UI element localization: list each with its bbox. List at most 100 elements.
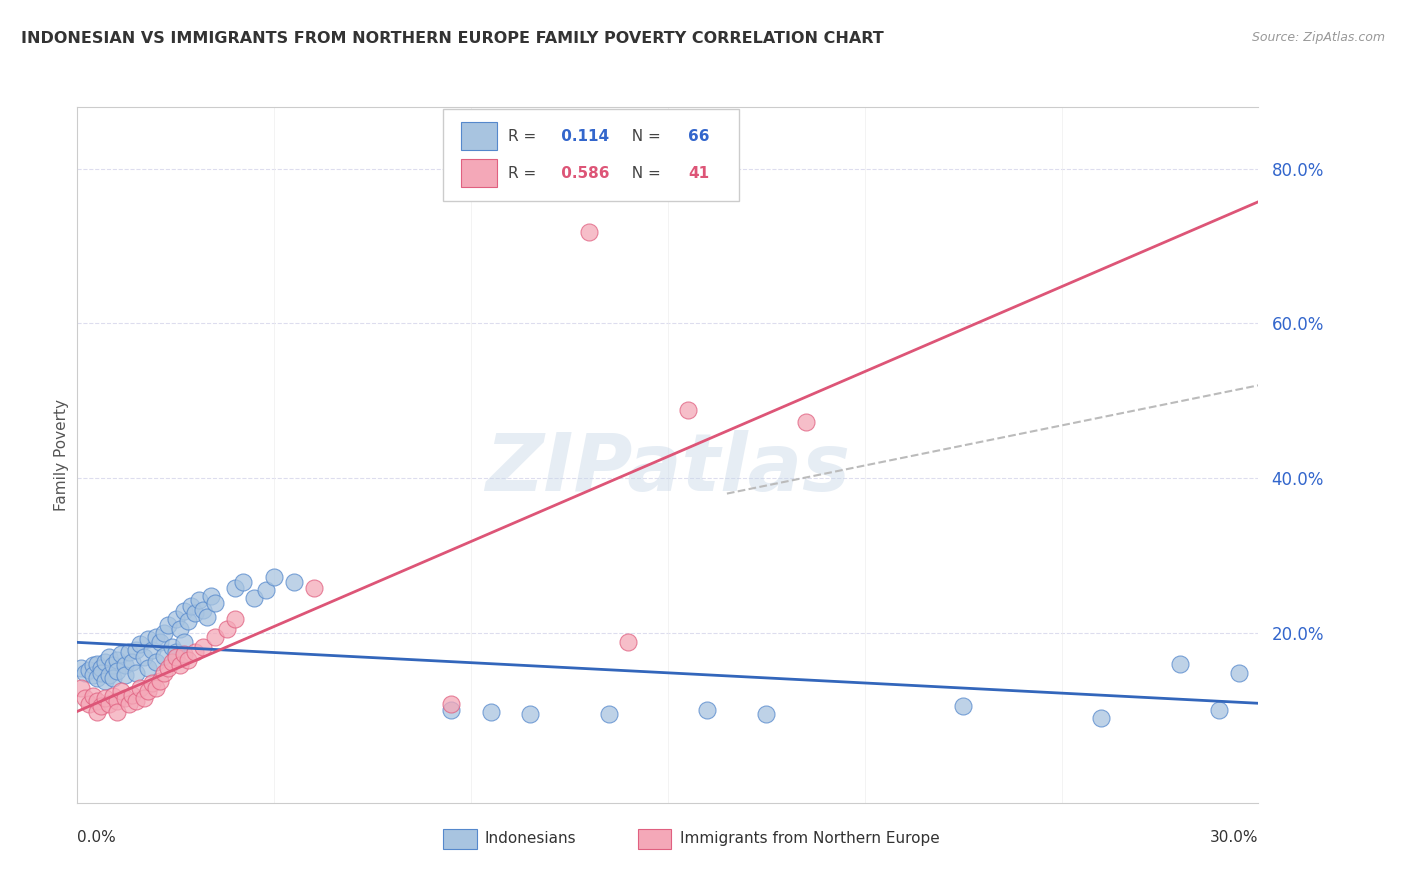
Point: [696, 703, 718, 717]
Point: [479, 705, 502, 719]
Point: [86, 694, 108, 708]
Point: [70, 660, 93, 674]
Point: [153, 625, 176, 640]
Point: [70, 681, 93, 696]
Text: R =: R =: [509, 128, 541, 144]
Point: [90, 699, 112, 714]
Point: [90, 660, 112, 674]
Point: [114, 658, 136, 673]
FancyBboxPatch shape: [461, 122, 496, 150]
Point: [156, 660, 179, 674]
Point: [101, 671, 124, 685]
Point: [176, 653, 198, 667]
Point: [215, 622, 238, 636]
Point: [97, 650, 120, 665]
Point: [224, 612, 246, 626]
Text: 30.0%: 30.0%: [1211, 830, 1258, 845]
Point: [232, 575, 254, 590]
Point: [173, 648, 195, 662]
Point: [141, 676, 163, 690]
Point: [165, 612, 187, 626]
Point: [82, 658, 104, 673]
Text: ZIPatlas: ZIPatlas: [485, 430, 851, 508]
Point: [94, 691, 117, 706]
Point: [141, 642, 163, 657]
Point: [134, 691, 156, 706]
Point: [105, 694, 128, 708]
Point: [794, 416, 817, 430]
Point: [1090, 711, 1112, 725]
Text: 41: 41: [688, 166, 709, 181]
Point: [188, 593, 211, 607]
Text: 0.0%: 0.0%: [77, 830, 117, 845]
Point: [94, 655, 117, 669]
Point: [195, 610, 218, 624]
Point: [160, 640, 183, 654]
Point: [97, 697, 120, 711]
Point: [283, 575, 305, 590]
Point: [617, 635, 640, 649]
Point: [519, 706, 541, 721]
Point: [129, 681, 152, 696]
Point: [165, 650, 187, 665]
Point: [176, 614, 198, 628]
Point: [129, 637, 152, 651]
Point: [86, 657, 108, 671]
Text: N =: N =: [621, 166, 665, 181]
Point: [204, 596, 226, 610]
Point: [97, 668, 120, 682]
Point: [224, 581, 246, 595]
Point: [149, 635, 172, 649]
Point: [125, 642, 148, 657]
Point: [114, 668, 136, 682]
Text: INDONESIAN VS IMMIGRANTS FROM NORTHERN EUROPE FAMILY POVERTY CORRELATION CHART: INDONESIAN VS IMMIGRANTS FROM NORTHERN E…: [21, 31, 884, 46]
Point: [440, 697, 463, 711]
Point: [105, 665, 128, 679]
FancyBboxPatch shape: [638, 829, 672, 849]
Point: [125, 694, 148, 708]
Point: [676, 403, 699, 417]
Point: [263, 570, 285, 584]
Point: [153, 648, 176, 663]
Point: [173, 635, 195, 649]
Point: [243, 591, 266, 605]
Text: R =: R =: [509, 166, 541, 181]
Text: 0.114: 0.114: [555, 128, 609, 144]
Point: [149, 673, 172, 688]
Point: [136, 683, 159, 698]
Text: N =: N =: [621, 128, 665, 144]
Point: [105, 653, 128, 667]
Text: 66: 66: [688, 128, 710, 144]
Point: [440, 703, 463, 717]
Y-axis label: Family Poverty: Family Poverty: [53, 399, 69, 511]
Point: [165, 645, 187, 659]
Point: [193, 602, 215, 616]
Point: [578, 225, 600, 239]
Point: [82, 668, 104, 682]
Point: [136, 632, 159, 646]
Point: [90, 665, 112, 680]
Point: [121, 688, 143, 702]
Point: [117, 645, 139, 659]
Point: [184, 607, 207, 621]
Point: [75, 691, 97, 706]
Point: [117, 697, 139, 711]
Point: [755, 706, 778, 721]
Point: [101, 658, 124, 673]
Point: [200, 589, 222, 603]
Point: [125, 665, 148, 680]
Point: [193, 640, 215, 654]
Point: [75, 665, 97, 680]
Point: [169, 658, 191, 673]
Text: Indonesians: Indonesians: [485, 831, 576, 847]
Text: 0.586: 0.586: [555, 166, 609, 181]
Point: [156, 618, 179, 632]
Point: [952, 699, 974, 714]
FancyBboxPatch shape: [461, 159, 496, 187]
Point: [173, 604, 195, 618]
Point: [105, 705, 128, 719]
Point: [180, 599, 202, 613]
Point: [204, 630, 226, 644]
Text: Source: ZipAtlas.com: Source: ZipAtlas.com: [1251, 31, 1385, 45]
Point: [145, 655, 167, 669]
